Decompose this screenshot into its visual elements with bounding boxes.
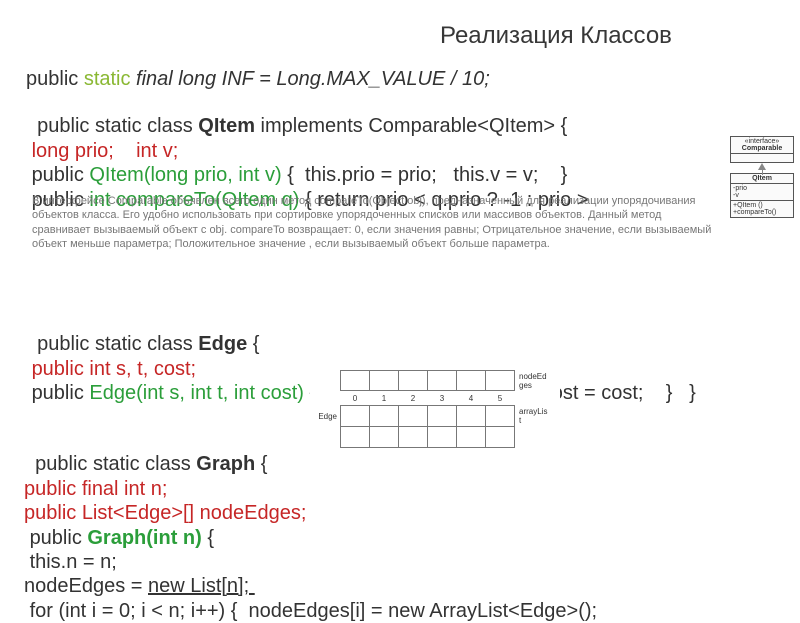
graph-l6-pre: nodeEdges = <box>24 575 148 597</box>
array-diagram: nodeEd ges 0 1 2 3 4 5 Edge arrayLis t <box>310 370 560 448</box>
uml-m1: +QItem () <box>733 202 793 209</box>
edge-ctor: Edge(int s, int t, int cost) <box>89 382 304 404</box>
edge-l2: public int s, t, cost; <box>26 358 196 380</box>
graph-name: Graph <box>196 453 255 475</box>
edge-l3-pre: public <box>26 382 89 404</box>
uml-interface-box: «interface» Comparable <box>730 136 794 163</box>
idx-1: 1 <box>370 391 399 406</box>
edge-l1-post: { <box>247 333 259 355</box>
edge-l1-pre: public static class <box>26 333 198 355</box>
qitem-l1-pre: public static class <box>26 115 198 137</box>
inf-rest: final long INF = Long.MAX_VALUE / 10; <box>131 68 490 90</box>
uml-diagram: «interface» Comparable QItem -prio -v +Q… <box>730 136 794 218</box>
array-table: nodeEd ges 0 1 2 3 4 5 Edge arrayLis t <box>310 370 560 448</box>
idx-3: 3 <box>428 391 457 406</box>
graph-l4-pre: public <box>24 527 87 549</box>
uml-class-box: QItem -prio -v +QItem () +compareTo() <box>730 173 794 218</box>
graph-ctor: Graph(int n) <box>87 527 201 549</box>
uml-iface-empty <box>731 154 793 162</box>
graph-l3: public List<Edge>[] nodeEdges; <box>24 502 306 524</box>
code-inf: public static final long INF = Long.MAX_… <box>26 43 766 92</box>
uml-field1: -prio <box>733 185 793 192</box>
idx-0: 0 <box>341 391 370 406</box>
idx-5: 5 <box>486 391 515 406</box>
graph-l1-pre: public static class <box>24 453 196 475</box>
graph-l7: for (int i = 0; i < n; i++) { nodeEdges[… <box>24 600 597 622</box>
uml-m2: +compareTo() <box>733 209 793 216</box>
edge-name: Edge <box>198 333 247 355</box>
uml-iface-name: Comparable <box>731 145 793 152</box>
qitem-l3-pre: public <box>26 164 89 186</box>
uml-cls-name: QItem <box>731 174 793 184</box>
diag-side2: arrayLis t <box>515 406 561 427</box>
graph-l6-under: new List[n]; <box>148 575 255 597</box>
diag-side1: nodeEd ges <box>515 371 561 391</box>
inf-assign: INF = Long.MAX_VALUE / 10; <box>222 68 490 90</box>
graph-l2: public final int n; <box>24 478 167 500</box>
diag-row-label: Edge <box>310 406 341 427</box>
qitem-ctor: QItem(long prio, int v) <box>89 164 281 186</box>
kw-static: static <box>84 68 131 90</box>
uml-arrow <box>730 163 794 173</box>
diag-blank-tl <box>310 371 341 391</box>
qitem-name: QItem <box>198 115 255 137</box>
graph-l5: this.n = n; <box>24 551 117 573</box>
qitem-l1-post: implements Comparable<QItem> { <box>255 115 567 137</box>
comparable-description: В интерфейсе Comparable объявлен всего о… <box>32 194 712 251</box>
uml-fields: -prio -v <box>731 184 793 201</box>
graph-l4-post: { <box>202 527 214 549</box>
uml-iface-tag: «interface» <box>731 138 793 145</box>
qitem-l2: long prio; int v; <box>26 140 178 162</box>
qitem-l3-post: { this.prio = prio; this.v = v; } <box>282 164 568 186</box>
code-graph: public static class Graph { public final… <box>24 428 764 623</box>
uml-iface-head: «interface» Comparable <box>731 137 793 154</box>
idx-4: 4 <box>457 391 486 406</box>
kw-public: public <box>26 68 84 90</box>
uml-methods: +QItem () +compareTo() <box>731 201 793 217</box>
graph-l1-post: { <box>255 453 267 475</box>
uml-field2: -v <box>733 192 793 199</box>
idx-2: 2 <box>399 391 428 406</box>
inf-head: final long <box>131 68 222 90</box>
